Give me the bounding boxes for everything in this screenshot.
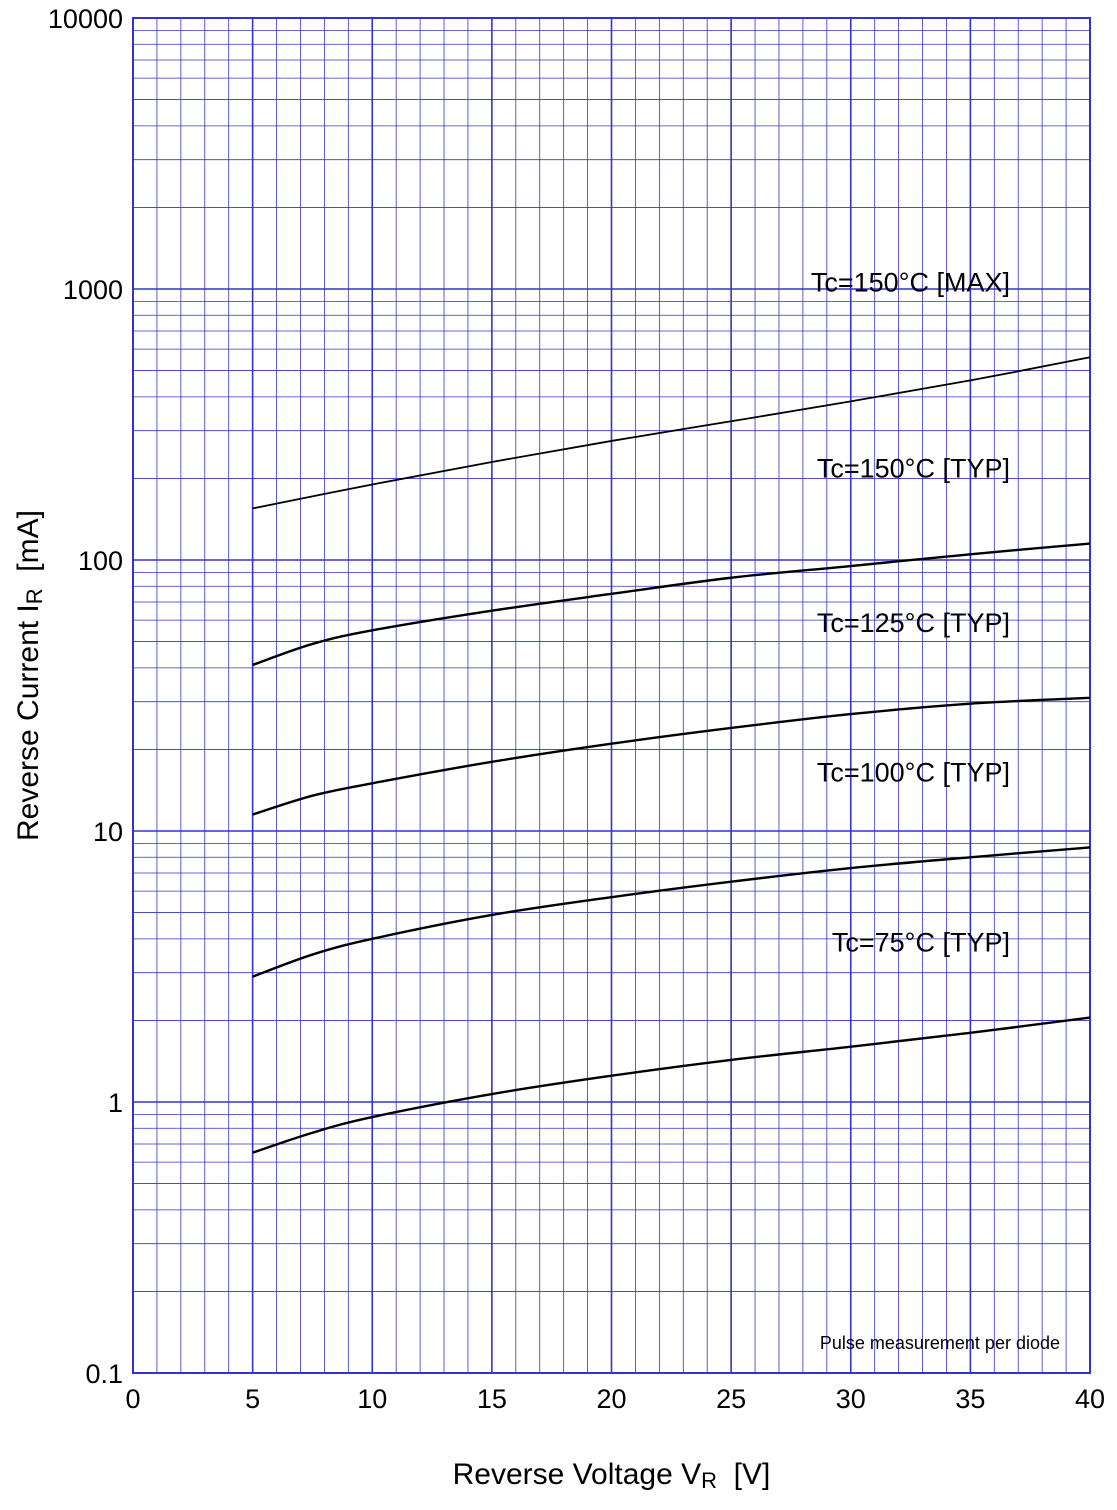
series-labels: Tc=150°C [MAX] Tc=150°C [TYP] Tc=125°C [TY… [811,267,1010,957]
x-tick-labels: 0 5 10 15 20 25 30 35 40 [125,1384,1105,1414]
x-tick-label: 15 [477,1384,507,1414]
x-axis-title: Reverse Voltage VR [V] [453,1458,771,1493]
series-line [252,846,1091,978]
y-tick-label: 1 [108,1088,123,1118]
series-line [252,542,1091,667]
series-line [252,1016,1091,1154]
series-group [252,356,1091,1154]
x-tick-label: 20 [596,1384,626,1414]
y-tick-label: 10000 [48,4,123,34]
x-tick-label: 5 [245,1384,260,1414]
y-tick-label: 0.1 [85,1359,123,1389]
series-line [252,696,1091,816]
x-tick-label: 10 [357,1384,387,1414]
x-tick-label: 40 [1075,1384,1105,1414]
y-tick-label: 1000 [63,275,123,305]
grid [132,18,1091,1374]
plot-frame [132,17,1091,1374]
series-label: Tc=75°C [TYP] [832,928,1010,958]
series-label: Tc=125°C [TYP] [817,608,1010,638]
series-line [252,356,1091,510]
x-tick-label: 25 [716,1384,746,1414]
pulse-measurement-note: Pulse measurement per diode [820,1333,1060,1353]
x-tick-label: 0 [125,1384,140,1414]
y-tick-label: 10 [93,817,123,847]
y-axis-title: Reverse Current IR [mA] [12,510,47,841]
series-label: Tc=150°C [TYP] [817,454,1010,484]
x-tick-label: 30 [836,1384,866,1414]
y-tick-label: 100 [78,546,123,576]
series-label: Tc=150°C [MAX] [811,267,1010,297]
y-tick-labels: 0.1 1 10 100 1000 10000 [48,4,123,1389]
series-label: Tc=100°C [TYP] [817,758,1010,788]
x-tick-label: 35 [955,1384,985,1414]
